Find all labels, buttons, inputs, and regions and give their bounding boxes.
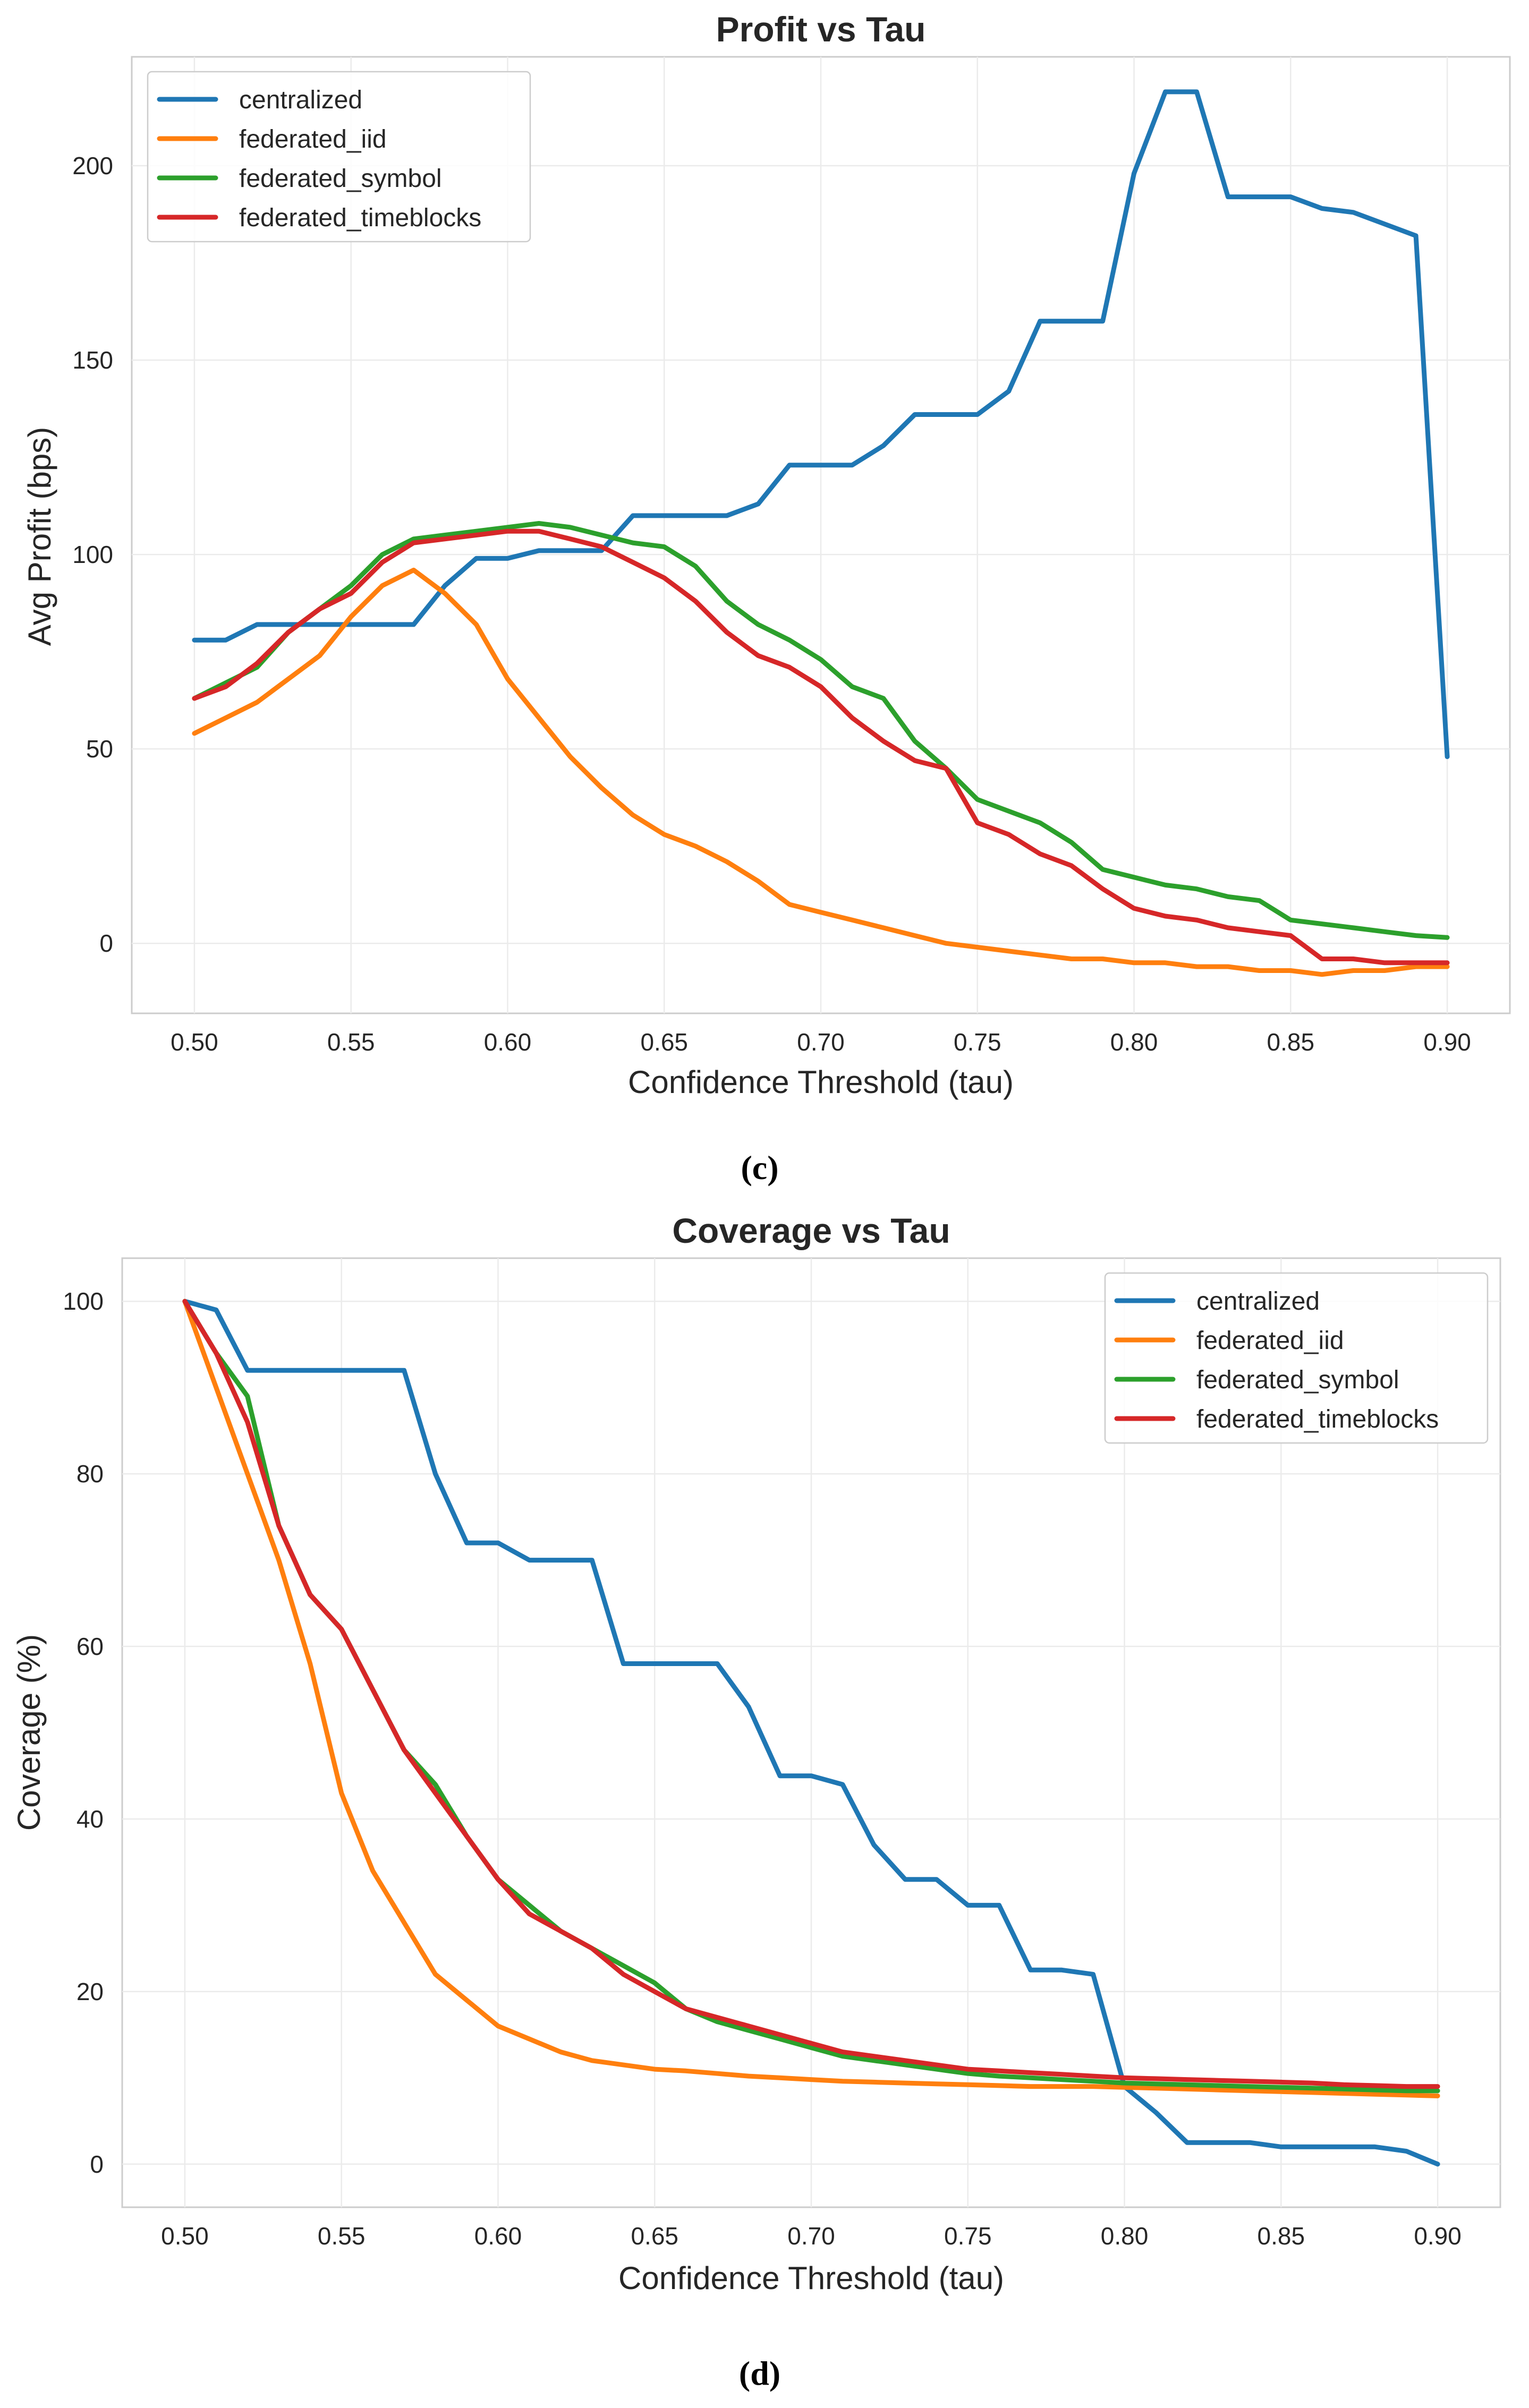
y-axis-label: Coverage (%) [11,1634,47,1831]
series-line-federated-timeblocks [182,1299,1440,2089]
y-tick-label: 0 [90,2150,104,2178]
chart-title: Coverage vs Tau [672,1211,950,1250]
y-tick-labels: 0 20 40 60 80 100 [63,1287,104,2178]
x-tick-label: 0.90 [1414,2222,1462,2250]
legend-box [147,71,531,243]
series-line-federated-iid [192,567,1450,977]
x-tick-label: 0.80 [1101,2222,1149,2250]
legend: centralized federated_iid federated_symbol… [147,71,531,243]
figure-caption: (c) [741,1149,778,1186]
legend-label-federated-iid: federated_iid [239,125,387,153]
series-lines [192,89,1450,977]
x-tick-label: 0.70 [787,2222,835,2250]
legend-label-federated-timeblocks: federated_timeblocks [1196,1405,1439,1433]
x-tick-labels: 0.50 0.55 0.60 0.65 0.70 0.75 0.80 0.85 0.90 [161,2222,1462,2250]
series-line-federated-iid [182,1299,1440,2098]
x-tick-label: 0.75 [954,1028,1001,1056]
series-line-federated-timeblocks [192,528,1450,966]
legend-label-federated-iid: federated_iid [1196,1327,1344,1355]
x-tick-label: 0.50 [161,2222,209,2250]
x-tick-label: 0.60 [484,1028,532,1056]
series-line-centralized [182,1299,1440,2167]
y-tick-label: 100 [72,541,113,568]
y-tick-label: 40 [77,1805,104,1833]
y-tick-labels: 0 50 100 150 200 [72,152,113,957]
series-line-federated-symbol [192,521,1450,940]
x-tick-label: 0.50 [171,1028,218,1056]
legend-label-federated-symbol: federated_symbol [239,165,442,193]
x-tick-label: 0.85 [1258,2222,1305,2250]
x-tick-label: 0.60 [474,2222,522,2250]
legend: centralized federated_iid federated_symbol… [1104,1272,1489,1444]
x-tick-label: 0.80 [1110,1028,1158,1056]
x-tick-label: 0.70 [797,1028,845,1056]
chart-title: Profit vs Tau [716,10,926,49]
x-tick-label: 0.65 [640,1028,688,1056]
legend-label-centralized: centralized [239,86,362,114]
x-tick-label: 0.85 [1267,1028,1315,1056]
series-line-centralized [192,89,1450,759]
x-tick-label: 0.55 [318,2222,366,2250]
y-tick-label: 20 [77,1978,104,2005]
x-axis-label: Confidence Threshold (tau) [618,2260,1004,2296]
legend-box [1104,1272,1489,1444]
chart-coverage-vs-tau: 0.50 0.55 0.60 0.65 0.70 0.75 0.80 0.85 0.90 0 20… [11,1211,1501,2392]
x-tick-label: 0.75 [944,2222,992,2250]
legend-label-federated-symbol: federated_symbol [1196,1366,1399,1394]
y-axis-label: Avg Profit (bps) [22,427,57,646]
figure-caption: (d) [739,2354,780,2392]
legend-label-federated-timeblocks: federated_timeblocks [239,204,481,232]
x-tick-label: 0.90 [1423,1028,1471,1056]
x-tick-label: 0.55 [327,1028,375,1056]
chart-profit-vs-tau: 0.50 0.55 0.60 0.65 0.70 0.75 0.80 0.85 0.90 0 50… [22,10,1511,1186]
x-tick-labels: 0.50 0.55 0.60 0.65 0.70 0.75 0.80 0.85 0.90 [171,1028,1471,1056]
x-axis-label: Confidence Threshold (tau) [628,1064,1014,1100]
y-tick-label: 200 [72,152,113,180]
y-tick-label: 80 [77,1460,104,1488]
legend-label-centralized: centralized [1196,1287,1320,1316]
y-tick-label: 100 [63,1287,104,1315]
y-tick-label: 0 [99,929,113,957]
y-tick-label: 60 [77,1633,104,1660]
x-tick-label: 0.65 [631,2222,678,2250]
y-tick-label: 150 [72,346,113,374]
y-tick-label: 50 [86,735,113,763]
series-lines [182,1299,1440,2167]
